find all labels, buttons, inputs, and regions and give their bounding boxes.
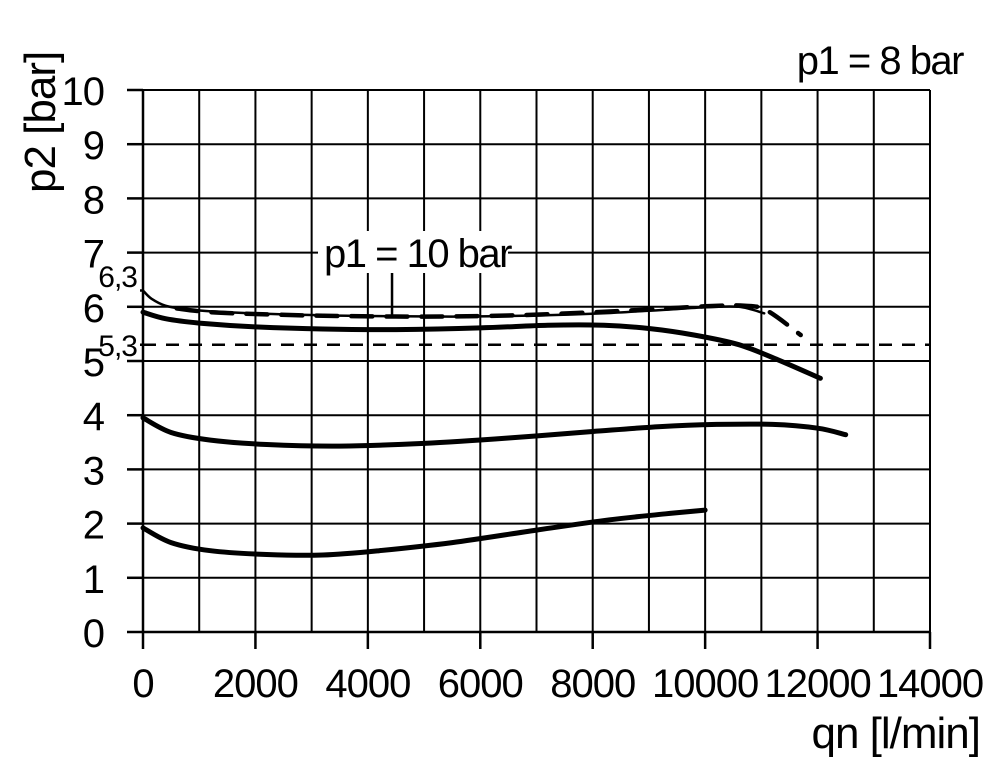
extra-label-bg [96,266,140,293]
curve-series-0 [174,303,803,338]
extra-label-bg [96,320,140,347]
curve-series-1 [141,289,766,318]
y-axis-label: p2 [bar] [16,52,65,193]
annotation-p1-8bar: p1 = 8 bar [797,39,964,83]
x-axis-label: qn [l/min] [811,709,980,758]
x-tick-label: 10000 [652,662,758,706]
y-tick-label: 10 [62,70,105,114]
y-tick-label: 2 [83,504,104,548]
y-tick-label: 6 [83,287,104,331]
x-tick-label: 4000 [325,662,410,706]
grid [141,89,931,634]
y-tick-label: 5 [83,341,104,385]
curve-series-2 [140,309,823,381]
axis-ticks [115,88,932,649]
tick-labels: 0 2000 4000 6000 8000 10000 12000 14000 0 1 2 3 4 5 6 7… [62,70,985,706]
x-tick-label: 12000 [764,662,870,706]
curve-series-4 [140,507,708,558]
x-tick-label: 6000 [438,662,523,706]
annotation-box [318,231,508,273]
y-ref-label-5-3: 5,3 [98,330,137,363]
annotation-background [96,231,508,347]
x-tick-label: 8000 [550,662,635,706]
curves [140,289,849,558]
y-tick-label: 0 [83,612,104,656]
x-tick-label: 14000 [877,662,983,706]
y-tick-label: 1 [83,558,104,602]
y-tick-label: 8 [83,178,104,222]
y-ref-label-6-3: 6,3 [98,261,137,294]
curve-series-3 [140,415,849,449]
y-tick-label: 7 [83,233,104,277]
y-tick-label: 4 [83,395,105,439]
annotation-p1-10bar: p1 = 10 bar [324,232,512,276]
y-tick-label: 9 [83,124,104,168]
x-tick-label: 2000 [213,662,298,706]
y-tick-label: 3 [83,449,104,493]
x-tick-label: 0 [132,662,153,706]
